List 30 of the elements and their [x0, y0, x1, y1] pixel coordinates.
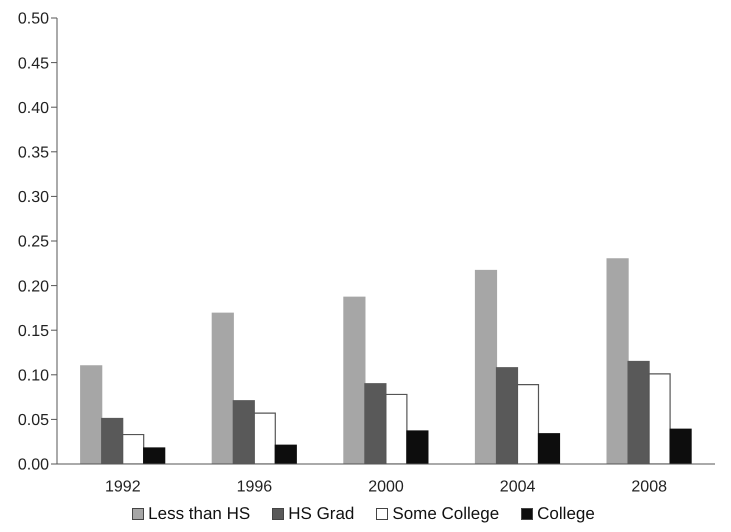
- bar: [406, 430, 428, 464]
- bar: [80, 365, 102, 464]
- bar: [212, 312, 234, 464]
- y-tick-label: 0.45: [18, 55, 50, 72]
- y-tick-label: 0.50: [18, 10, 50, 28]
- y-tick-label: 0.40: [18, 100, 50, 117]
- y-tick-label: 0.15: [18, 322, 50, 340]
- y-tick-label: 0.10: [18, 367, 50, 384]
- bar: [606, 258, 629, 464]
- y-tick-label: 0.25: [18, 234, 50, 251]
- x-tick-label: 2000: [368, 478, 404, 496]
- y-tick-label: 0.30: [18, 189, 50, 206]
- y-tick-label: 0.20: [18, 278, 50, 296]
- bar: [474, 270, 498, 464]
- bar: [538, 433, 560, 464]
- legend-label: College: [536, 504, 595, 524]
- x-tick-label: 1992: [105, 478, 141, 496]
- y-tick-label: 0.00: [18, 456, 50, 474]
- x-tick-label: 2004: [500, 478, 536, 496]
- x-tick-label: 2008: [631, 478, 668, 496]
- x-tick-label: 1996: [236, 478, 272, 496]
- text: Some College: [391, 504, 500, 524]
- bar: [669, 428, 692, 464]
- bar: [143, 447, 166, 464]
- bar: [343, 296, 366, 464]
- legend-label: HS Grad: [287, 504, 354, 524]
- y-tick-label: 0.05: [18, 412, 50, 430]
- y-tick-label: 0.35: [18, 144, 50, 162]
- legend-label: Less than HS: [147, 504, 250, 524]
- bar: [274, 444, 297, 464]
